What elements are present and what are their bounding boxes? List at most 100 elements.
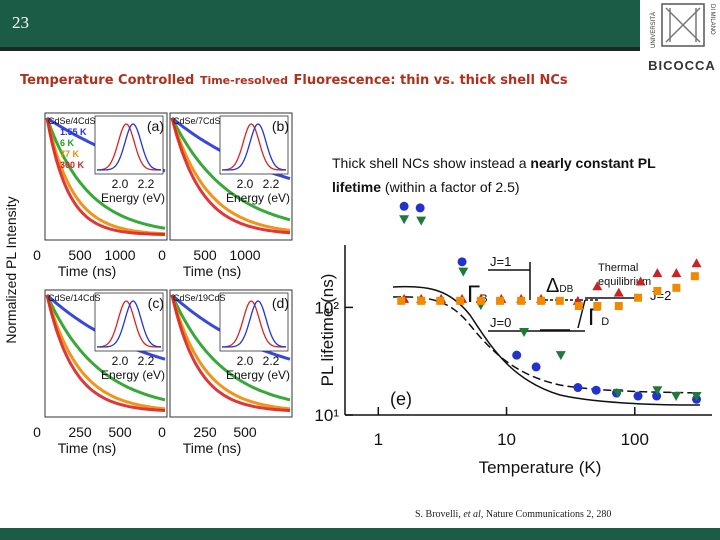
data-point bbox=[591, 385, 601, 395]
body-line: Thick shell NCs show instead a nearly co… bbox=[332, 155, 656, 171]
data-point bbox=[690, 272, 699, 281]
x-tick-label: 0 bbox=[158, 247, 166, 263]
data-point bbox=[417, 296, 426, 305]
annotation: ΓD bbox=[588, 304, 609, 331]
citation-text: , Nature Communications 2, 280 bbox=[481, 509, 612, 520]
data-point bbox=[436, 296, 445, 305]
level-scheme bbox=[488, 262, 640, 332]
x-axis-label: Time (ns) bbox=[183, 263, 242, 279]
data-point bbox=[512, 350, 522, 360]
data-point bbox=[574, 302, 583, 311]
data-point bbox=[652, 268, 663, 278]
data-point bbox=[399, 201, 409, 211]
annotation: ΔDB bbox=[546, 275, 574, 297]
data-point bbox=[555, 296, 564, 305]
x-tick-label: 0 bbox=[158, 424, 166, 440]
sample-label: CdSe/19CdS bbox=[173, 293, 226, 303]
inset-tick-label: 2.2 bbox=[263, 354, 280, 368]
sample-label: CdSe/7CdS bbox=[173, 116, 221, 126]
body-line: lifetime (within a factor of 2.5) bbox=[332, 179, 520, 195]
sample-label: CdSe/14CdS bbox=[48, 293, 101, 303]
annotation: J=1 bbox=[490, 254, 511, 269]
logo-line: DI MILANO bbox=[709, 4, 715, 35]
citation-text: et al bbox=[463, 509, 481, 520]
x-tick-label: 100 bbox=[621, 430, 649, 449]
sample-label: CdSe/4CdS bbox=[48, 116, 96, 126]
data-point bbox=[652, 391, 662, 401]
logo: UNIVERSITÀ DI MILANO BICOCCA bbox=[648, 3, 716, 73]
annotation: Γ bbox=[588, 304, 601, 331]
fit-curve bbox=[392, 285, 701, 406]
decay-trace bbox=[45, 117, 166, 236]
header-bar bbox=[0, 0, 640, 47]
citation: S. Brovelli, et al, Nature Communication… bbox=[415, 509, 611, 520]
panel-letter: (d) bbox=[272, 295, 289, 311]
body-text: (within a factor of 2.5) bbox=[381, 179, 520, 195]
inset-tick-label: 2.0 bbox=[237, 354, 254, 368]
data-point bbox=[573, 383, 583, 393]
x-axis-label: Temperature (K) bbox=[479, 458, 602, 477]
logo-line: UNIVERSITÀ bbox=[650, 12, 657, 48]
spectrum bbox=[222, 123, 286, 171]
spectrum bbox=[97, 123, 162, 171]
panel-label: (e) bbox=[390, 389, 412, 409]
inset-tick-label: 2.2 bbox=[138, 177, 155, 191]
logo-name: BICOCCA bbox=[648, 58, 716, 73]
legend-label: 77 K bbox=[60, 149, 80, 159]
inset-axis-label: Energy (eV) bbox=[101, 191, 165, 205]
inset-tick-label: 2.0 bbox=[237, 177, 254, 191]
data-point bbox=[519, 328, 530, 338]
data-point bbox=[593, 302, 602, 311]
data-point bbox=[671, 268, 682, 278]
data-point bbox=[456, 296, 465, 305]
annotation: DB bbox=[559, 284, 573, 295]
data-point bbox=[476, 296, 485, 305]
header-rule bbox=[0, 47, 640, 51]
y-axis-label: Normalized PL Intensity bbox=[3, 196, 19, 343]
decay-trace bbox=[45, 294, 166, 402]
annotation: D bbox=[601, 316, 609, 328]
spectrum bbox=[222, 300, 287, 348]
citation-text: S. Brovelli, bbox=[415, 509, 463, 520]
x-tick-label: 1000 bbox=[104, 247, 135, 263]
y-tick-label: 10² bbox=[314, 298, 339, 317]
decay-trace bbox=[170, 294, 291, 402]
x-tick-label: 500 bbox=[68, 247, 92, 263]
annotation: J=0 bbox=[490, 315, 511, 330]
footer-bar bbox=[0, 528, 720, 540]
data-point bbox=[397, 296, 406, 305]
slide-number: 23 bbox=[12, 13, 29, 32]
data-point bbox=[457, 257, 467, 267]
inset-axis-label: Energy (eV) bbox=[226, 368, 290, 382]
spectrum bbox=[97, 300, 161, 348]
data-point bbox=[415, 203, 425, 213]
title-part: Fluorescence: thin vs. thick shell NCs bbox=[294, 73, 568, 88]
slide-title: Temperature Controlled Time-resolved Flu… bbox=[20, 69, 568, 88]
x-tick-label: 500 bbox=[193, 247, 217, 263]
decay-trace bbox=[45, 294, 166, 411]
annotation: Δ bbox=[546, 275, 559, 297]
title-part: Temperature Controlled bbox=[20, 73, 194, 88]
x-axis-label: Time (ns) bbox=[58, 263, 117, 279]
data-point bbox=[592, 281, 603, 291]
decay-trace bbox=[45, 294, 166, 413]
decay-trace bbox=[170, 294, 291, 413]
inset-frame bbox=[94, 115, 164, 175]
x-tick-label: 0 bbox=[33, 247, 41, 263]
decay-trace bbox=[170, 117, 291, 222]
data-point bbox=[672, 283, 681, 292]
decay-trace bbox=[170, 117, 291, 232]
inset-axis-label: Energy (eV) bbox=[226, 191, 290, 205]
legend-label: 6 K bbox=[60, 138, 75, 148]
data-point bbox=[691, 258, 702, 268]
legend-label: 1.55 K bbox=[60, 127, 87, 137]
x-tick-label: 10 bbox=[497, 430, 516, 449]
logo-pattern bbox=[665, 7, 701, 43]
data-point bbox=[614, 302, 623, 311]
spectrum bbox=[222, 300, 286, 348]
data-point bbox=[671, 392, 682, 402]
y-tick-label: 10¹ bbox=[314, 406, 339, 425]
x-tick-label: 500 bbox=[108, 424, 132, 440]
data-point bbox=[416, 216, 427, 226]
